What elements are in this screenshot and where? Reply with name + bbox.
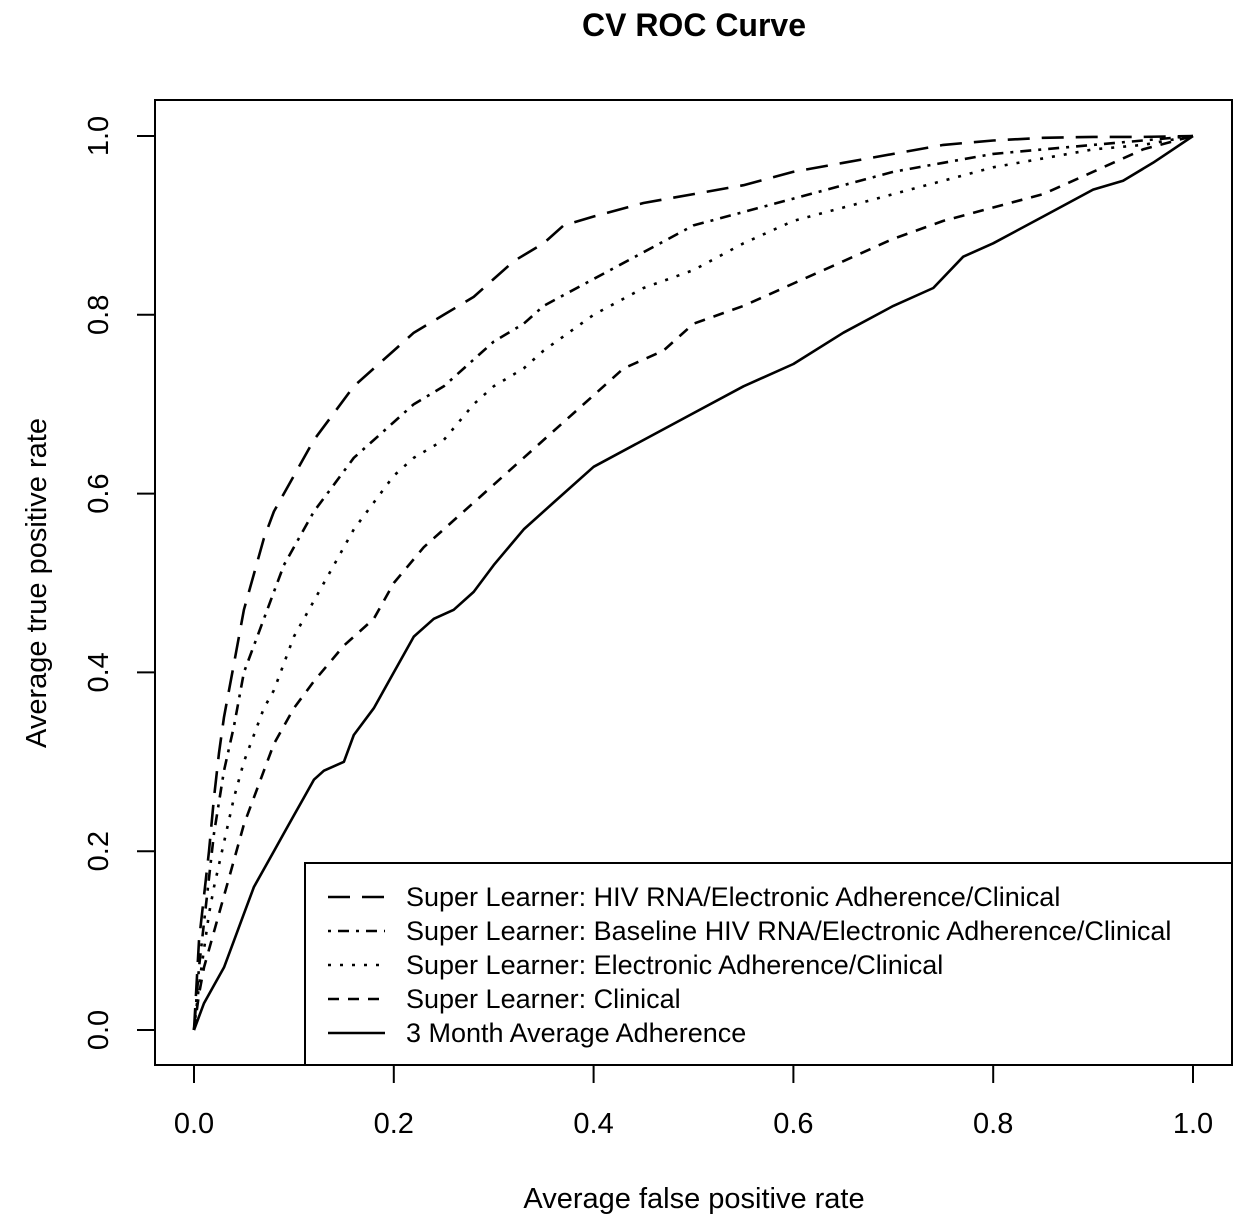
y-tick-label: 0.0: [83, 1010, 115, 1050]
legend-label-2: Super Learner: Baseline HIV RNA/Electron…: [406, 916, 1171, 946]
series-line-4: [192, 134, 1194, 1031]
legend-label-1: Super Learner: HIV RNA/Electronic Adhere…: [406, 882, 1060, 912]
x-tick-label: 0.4: [573, 1108, 613, 1140]
y-tick-label: 0.4: [83, 652, 115, 692]
legend-label-4: Super Learner: Clinical: [406, 984, 681, 1014]
chart-title: CV ROC Curve: [582, 7, 806, 43]
y-tick-label: 1.0: [83, 116, 115, 156]
series-line-2: [192, 134, 1194, 1031]
legend-label-3: Super Learner: Electronic Adherence/Clin…: [406, 950, 943, 980]
legend: Super Learner: HIV RNA/Electronic Adhere…: [304, 862, 1233, 1066]
x-axis-label: Average false positive rate: [523, 1183, 864, 1215]
series-layer: [192, 134, 1194, 1031]
x-axis: 0.0 0.2 0.4 0.6 0.8 1.0: [174, 1064, 1213, 1140]
legend-label-5: 3 Month Average Adherence: [406, 1018, 746, 1048]
series-line-5: [192, 134, 1194, 1031]
y-axis: 0.0 0.2 0.4 0.6 0.8 1.0: [83, 116, 156, 1050]
y-tick-label: 0.2: [83, 831, 115, 871]
series-line-1: [192, 134, 1194, 1031]
y-axis-label: Average true positive rate: [21, 418, 53, 748]
legend-box: [304, 862, 1233, 1066]
x-tick-label: 0.6: [773, 1108, 813, 1140]
legend-items: Super Learner: HIV RNA/Electronic Adhere…: [328, 882, 1171, 1048]
x-tick-label: 1.0: [1173, 1108, 1213, 1140]
x-tick-label: 0.2: [374, 1108, 414, 1140]
x-tick-label: 0.8: [973, 1108, 1013, 1140]
y-tick-label: 0.6: [83, 473, 115, 513]
y-tick-label: 0.8: [83, 295, 115, 335]
x-tick-label: 0.0: [174, 1108, 214, 1140]
series-line-3: [192, 134, 1194, 1031]
